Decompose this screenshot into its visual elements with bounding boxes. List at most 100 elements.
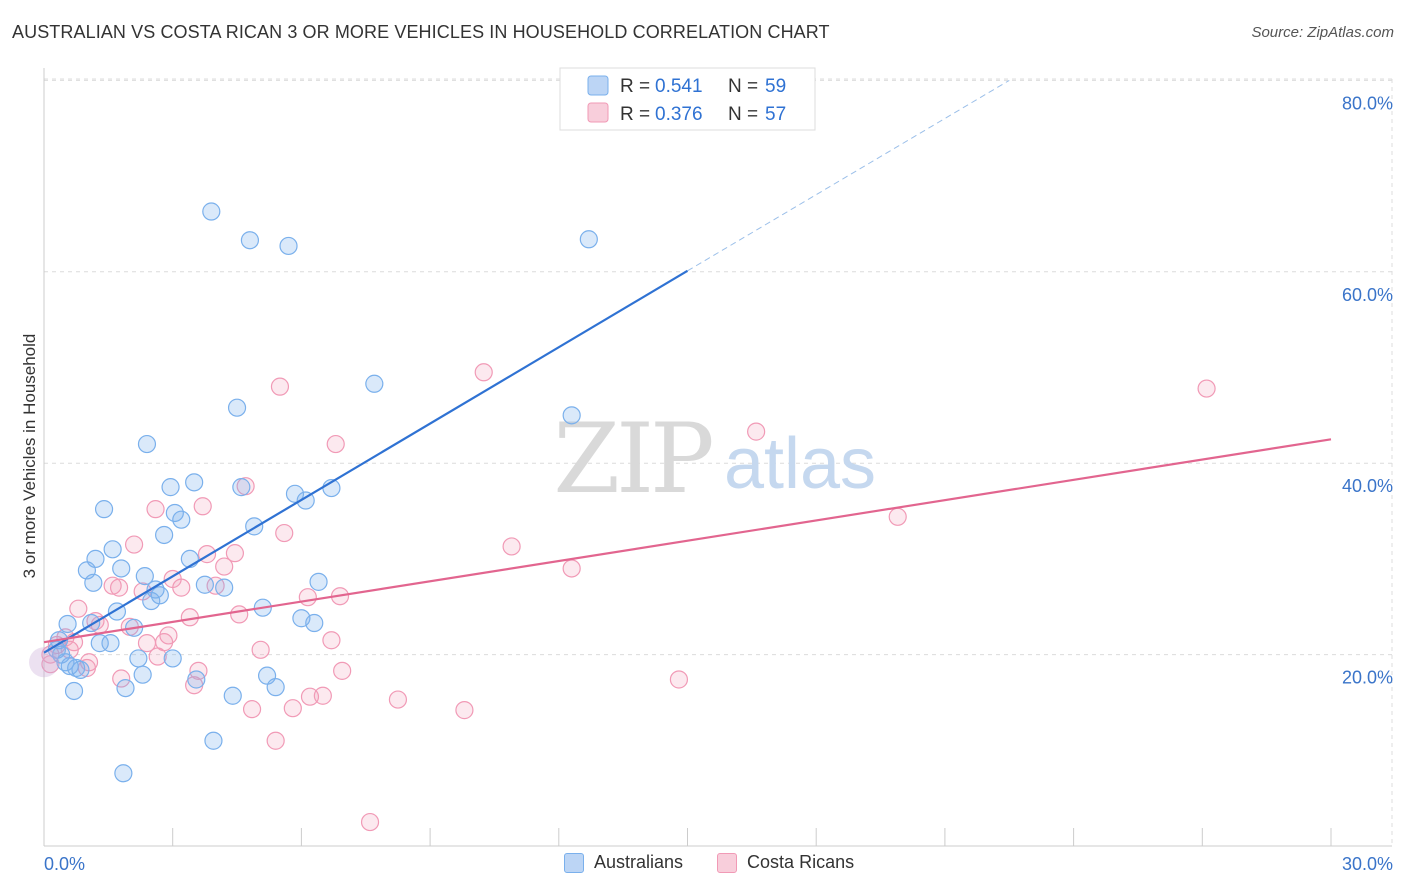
australians-trend-extension <box>687 79 1010 272</box>
costa-ricans-point <box>888 507 907 526</box>
australians-point <box>86 549 105 569</box>
australians-trend-line <box>43 269 689 654</box>
australians-point <box>227 398 247 417</box>
costa-ricans-point <box>230 605 249 624</box>
y-tick-label: 60.0% <box>1342 285 1393 305</box>
australians-point <box>232 478 251 497</box>
australians-point <box>240 231 260 250</box>
australians-point <box>172 510 191 529</box>
series-label-australians: Australians <box>594 852 684 872</box>
costa-ricans-point <box>300 687 320 706</box>
australians-point <box>266 678 285 697</box>
australians-point <box>135 567 154 586</box>
costa-ricans-point <box>333 661 352 680</box>
costa-ricans-point <box>360 812 380 832</box>
legend-r-label-australians: R = <box>620 76 650 97</box>
axis-layer <box>43 68 1392 847</box>
australians-point <box>204 731 223 750</box>
source-label: Source: ZipAtlas.com <box>1251 24 1394 41</box>
australians-point <box>101 634 120 653</box>
legend-swatch-australians <box>587 75 609 96</box>
costa-ricans-point <box>313 686 332 705</box>
australians-point <box>180 549 199 569</box>
australians-point <box>155 525 174 545</box>
y-tick-label: 40.0% <box>1342 476 1393 496</box>
legend-swatch-costa-ricans <box>587 102 609 123</box>
legend-r-label-costa-ricans: R = <box>620 104 650 125</box>
australians-point <box>223 686 242 705</box>
costa-ricans-point <box>474 363 493 382</box>
costa-ricans-point <box>103 576 122 595</box>
costa-ricans-point <box>283 699 302 718</box>
costa-ricans-point <box>146 500 165 519</box>
australians-point <box>64 681 84 701</box>
australians-point <box>187 670 206 689</box>
costa-ricans-point <box>172 578 191 597</box>
trend-layer <box>43 79 1332 654</box>
australians-point <box>195 575 214 594</box>
legend-n-value-costa-ricans: 57 <box>765 104 786 125</box>
costa-ricans-point <box>388 690 408 709</box>
stats-legend: R = 0.541 N = 59 R = 0.376 N = 57 <box>559 67 816 131</box>
costa-ricans-point <box>215 557 234 576</box>
australians-point <box>71 660 90 680</box>
tick-label-layer: 20.0% 40.0% 60.0% 80.0% 0.0% 30.0% <box>44 93 1393 874</box>
legend-r-value-costa-ricans: 0.376 <box>655 104 703 125</box>
costa-ricans-point <box>242 700 262 719</box>
costa-ricans-trend-line <box>43 438 1332 644</box>
australians-point <box>163 649 182 668</box>
australians-point <box>129 649 148 668</box>
watermark-zip: ZIP <box>553 403 712 515</box>
australians-point <box>202 202 221 221</box>
australians-point <box>279 236 298 256</box>
costa-ricans-point <box>669 670 689 689</box>
costa-ricans-point <box>109 578 129 597</box>
costa-ricans-point <box>69 599 88 618</box>
australians-point <box>133 665 152 684</box>
series-legend-australians: Australians <box>564 852 683 873</box>
watermark-atlas: atlas <box>724 424 876 504</box>
costa-ricans-point <box>322 631 341 650</box>
series-legend: Australians Costa Ricans <box>564 852 888 873</box>
costa-ricans-point <box>275 523 294 543</box>
costa-ricans-point <box>298 588 317 607</box>
costa-ricans-point <box>502 537 521 556</box>
australians-point <box>103 540 122 559</box>
costa-ricans-point <box>455 701 474 720</box>
australians-point <box>215 578 234 597</box>
australians-point <box>285 484 305 503</box>
australians-point <box>137 434 157 454</box>
x-tick-label: 30.0% <box>1342 854 1393 874</box>
legend-n-label-australians: N = <box>728 76 758 97</box>
australians-point <box>185 473 204 492</box>
australians-point <box>84 573 103 592</box>
costa-ricans-point <box>747 422 766 441</box>
australians-point <box>114 764 133 783</box>
australians-point <box>58 614 77 634</box>
costa-ricans-point <box>112 669 131 688</box>
australians-point <box>562 406 581 425</box>
australians-point <box>150 586 169 605</box>
australians-point <box>165 503 184 523</box>
costa-ricans-point <box>270 377 290 396</box>
australians-point <box>90 634 109 653</box>
australians-point <box>305 613 324 633</box>
y-tick-label: 80.0% <box>1342 93 1393 113</box>
australians-point <box>60 656 79 676</box>
costa-ricans-point <box>193 497 212 516</box>
australians-point <box>579 230 598 249</box>
legend-n-value-australians: 59 <box>765 76 786 97</box>
australians-point <box>112 559 131 578</box>
australians-point <box>296 491 315 510</box>
costa-ricans-point <box>1197 379 1216 398</box>
costa-ricans-point <box>326 434 345 454</box>
australians-point <box>161 478 180 497</box>
y-axis-title: 3 or more Vehicles in Household <box>20 333 39 579</box>
chart-title: AUSTRALIAN VS COSTA RICAN 3 OR MORE VEHI… <box>12 22 830 42</box>
points-layer <box>29 202 1216 832</box>
costa-ricans-point <box>159 626 178 645</box>
costa-ricans-point <box>562 559 581 578</box>
series-swatch-australians <box>564 852 584 873</box>
australians-point <box>365 374 384 393</box>
